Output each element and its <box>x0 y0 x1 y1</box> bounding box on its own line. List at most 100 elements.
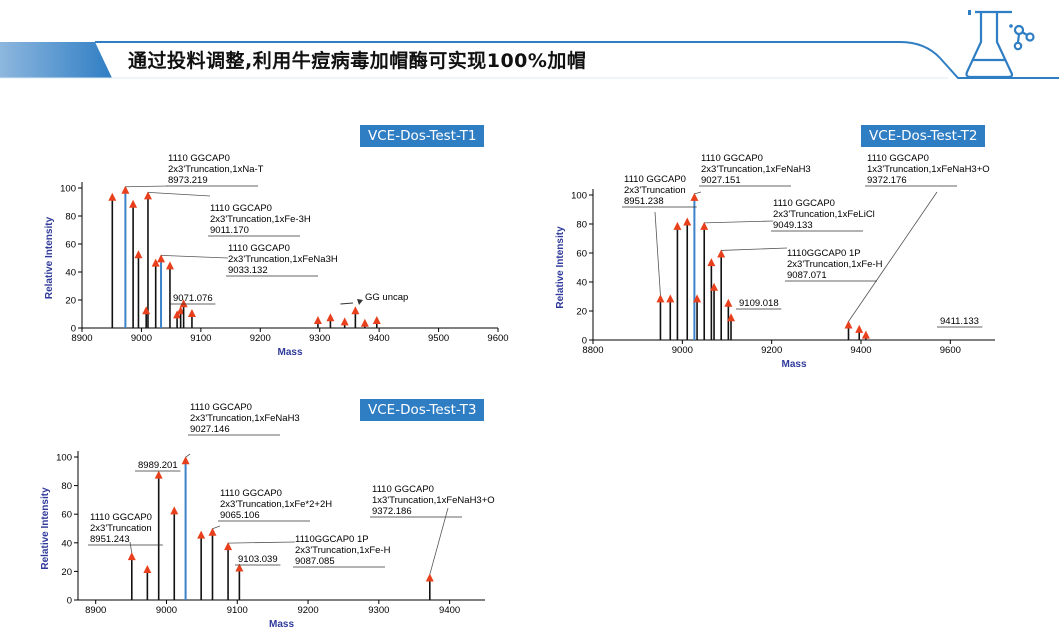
annotation-connector <box>704 220 774 224</box>
annotation-text: 9011.170 <box>210 225 249 236</box>
y-tick-label: 60 <box>61 510 72 521</box>
annotation-text: 1110 GGCAP0 <box>867 153 929 164</box>
peak-marker <box>165 261 174 270</box>
y-tick-label: 20 <box>65 296 76 307</box>
peak-marker <box>235 563 244 572</box>
x-tick-label: 8900 <box>85 605 106 616</box>
chart-panel-t1: VCE-Dos-Test-T1 8900 9000 9100 9200 9300 9400… <box>30 118 515 360</box>
annotation-text: 8951.243 <box>90 534 130 545</box>
annotation-text: 9071.076 <box>173 293 213 304</box>
peak-marker <box>326 313 335 322</box>
annotation-text: 2x3'Truncation,1xFe-H <box>295 545 391 556</box>
y-tick-label: 0 <box>71 324 76 335</box>
y-tick-label: 100 <box>571 191 587 202</box>
peak-marker <box>170 506 179 515</box>
peak-annotation: 9071.076 <box>170 293 216 305</box>
x-tick-label: 9300 <box>309 333 330 344</box>
x-tick-label: 9600 <box>487 333 508 344</box>
peak-marker <box>208 527 217 536</box>
annotation-text: 9103.039 <box>238 554 278 565</box>
peak-marker <box>313 316 322 324</box>
annotation-text: 8951.238 <box>624 196 664 207</box>
chart-tag-t3: VCE-Dos-Test-T3 <box>360 399 485 421</box>
annotation-text: 2x3'Truncation,1xFe*2+2H <box>220 499 332 510</box>
annotation-connector <box>161 255 229 259</box>
x-tick-label: 9100 <box>227 605 248 616</box>
peak-marker <box>351 306 360 315</box>
peak-marker <box>179 299 188 308</box>
y-tick-label: 100 <box>60 184 76 195</box>
annotation-text: 1110 GGCAP0 <box>90 512 152 523</box>
peak-marker <box>844 320 853 329</box>
peak-marker <box>173 310 182 319</box>
x-tick-label: 9500 <box>428 333 449 344</box>
y-axis-label: Relative Intensity <box>555 226 566 309</box>
annotation-text: 1110 GGCAP0 <box>220 488 282 499</box>
peak-marker <box>176 306 185 315</box>
annotation-text: 1110 GGCAP0 <box>228 243 290 254</box>
annotation-connector <box>228 541 296 544</box>
peak-marker <box>727 313 736 322</box>
mass-spectrum-chart-t3: 8900 9000 9100 9200 9300 9400 0 20 40 60 80 100 Mass… <box>40 402 495 630</box>
annotation-text: 8989.201 <box>138 460 178 471</box>
annotation-text: 9087.085 <box>295 556 335 567</box>
peak-marker <box>707 258 716 267</box>
banner-graphic <box>0 10 1059 79</box>
peak-marker <box>724 298 733 307</box>
annotation-connector <box>185 453 191 458</box>
peak-marker <box>372 316 381 324</box>
peak-marker <box>693 294 702 303</box>
chart-tag-t2: VCE-Dos-Test-T2 <box>861 125 986 147</box>
x-tick-label: 9100 <box>190 333 211 344</box>
annotation-text: 1110 GGCAP0 <box>190 402 252 413</box>
x-tick-label: 8900 <box>71 333 92 344</box>
y-tick-label: 100 <box>56 453 72 464</box>
peak-marker <box>108 192 117 201</box>
peak-annotation: 1110 GGCAP02x3'Truncation,1xFe*2+2H9065.… <box>212 488 332 530</box>
annotation-text: 2x3'Truncation,1xFeNaH3 <box>190 413 300 424</box>
peak-marker <box>717 249 726 258</box>
x-tick-label: 9200 <box>297 605 318 616</box>
x-tick-label: 9200 <box>250 333 271 344</box>
mass-spectrum-chart-t1: 8900 9000 9100 9200 9300 9400 9500 9600 0 20 40 60 8… <box>44 153 509 358</box>
annotation-connector <box>694 191 702 195</box>
y-tick-label: 80 <box>61 481 72 492</box>
x-tick-label: 9300 <box>368 605 389 616</box>
x-tick-label: 9600 <box>940 345 961 356</box>
banner-accent-shape <box>0 42 112 78</box>
annotation-text: 2x3'Truncation,1xNa-T <box>168 164 264 175</box>
annotation-connector <box>848 191 938 322</box>
x-tick-label: 9400 <box>439 605 460 616</box>
annotation-text: 1110GGCAP0 1P <box>295 534 369 545</box>
peak-marker <box>154 470 163 479</box>
x-tick-label: 9000 <box>156 605 177 616</box>
peak-marker <box>143 564 152 573</box>
annotation-text: 8973.219 <box>168 175 208 186</box>
mass-spectrum-chart-t2: 8800 9000 9200 9400 9600 0 20 40 60 80 100 Mass Rela… <box>555 153 995 370</box>
peak-marker <box>143 191 152 200</box>
annotation-text: 1110 GGCAP0 <box>701 153 763 164</box>
annotation-text: 9027.146 <box>190 424 230 435</box>
x-tick-label: 9000 <box>672 345 693 356</box>
peak-marker <box>181 456 190 465</box>
annotation-text: 9027.151 <box>701 175 741 186</box>
x-tick-label: 9200 <box>761 345 782 356</box>
arrow-head <box>357 299 363 305</box>
peak-annotation: 8989.201 <box>135 460 181 472</box>
annotation-text: 1x3'Truncation,1xFeNaH3+O <box>867 164 990 175</box>
peak-annotation: 1110 GGCAP02x3'Truncation,1xFeNaH39027.1… <box>185 402 300 458</box>
annotation-arrow <box>340 302 354 305</box>
peak-marker <box>425 573 434 582</box>
peak-marker <box>700 221 709 230</box>
annotation-text: 2x3'Truncation,1xFeNa3H <box>228 254 338 265</box>
annotation-connector <box>721 247 788 251</box>
annotation-text: 1110 GGCAP0 <box>168 153 230 164</box>
y-tick-label: 80 <box>65 212 76 223</box>
peak-annotation: 1110 GGCAP01x3'Truncation,1xFeNaH3+O9372… <box>370 484 495 575</box>
peak-marker <box>187 309 196 317</box>
annotation-text: 9411.133 <box>940 316 979 327</box>
flask-molecule-icon <box>965 10 1035 79</box>
annotation-connector <box>125 185 169 188</box>
